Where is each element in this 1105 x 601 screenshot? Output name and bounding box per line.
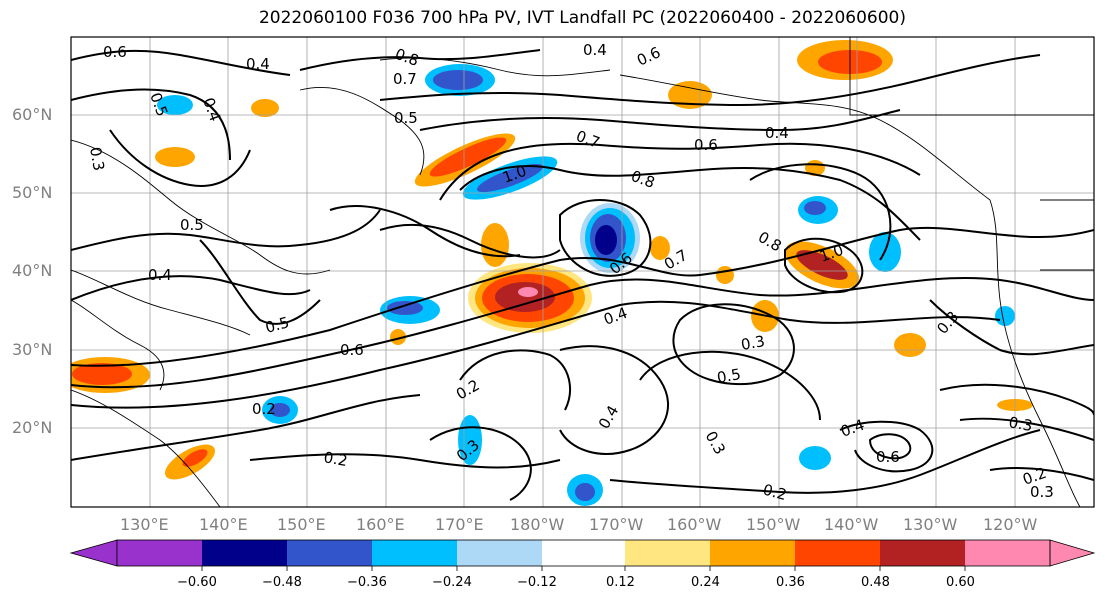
contour-label: 0.5 [263,313,291,337]
lon-label: 120°W [983,515,1038,534]
colorbar-tick-label: −0.48 [262,575,302,590]
contour-label: 0.6 [340,341,364,359]
lon-label: 140°W [824,515,879,534]
colorbar-tick-label: 0.12 [606,575,635,590]
lon-label: 170°E [435,515,484,534]
contour-label: 0.4 [583,41,607,59]
colorbar-tick-label: 0.48 [861,575,890,590]
lon-label: 130°W [903,515,958,534]
contour-label: 0.5 [180,216,204,234]
lat-label: 60°N [12,105,53,124]
lon-label: 140°E [199,515,248,534]
contour-label: 0.3 [740,332,767,354]
lon-label: 170°W [589,515,644,534]
colorbar-tick-label: 0.36 [776,575,805,590]
lat-label: 50°N [12,183,53,202]
contour-label: 0.5 [394,109,418,127]
lon-label: 150°W [746,515,801,534]
lon-label: 180°W [510,515,565,534]
colorbar [69,539,1096,571]
lat-label: 30°N [12,340,53,359]
contour-label: 0.2 [322,448,349,470]
lon-label: 150°E [277,515,326,534]
lon-label: 130°E [120,515,169,534]
contour-label: 0.4 [246,55,270,73]
colorbar-tick-label: −0.60 [177,575,217,590]
lat-label: 20°N [12,418,53,437]
lon-label: 160°E [356,515,405,534]
lat-label: 40°N [12,261,53,280]
coastlines [71,37,1094,507]
contour-label: 0.3 [1030,483,1054,501]
contour-label: 0.3 [1007,413,1034,435]
pv-contours [71,49,1094,501]
contour-label: 0.6 [876,448,900,466]
contour-label: 0.5 [716,365,743,387]
colorbar-tick-label: 0.24 [691,575,720,590]
colorbar-tick-label: 0.60 [946,575,975,590]
colorbar-tick-label: −0.12 [517,575,557,590]
contour-label: 0.4 [148,266,172,284]
colorbar-tick-label: −0.24 [432,575,472,590]
contour-label: 0.2 [761,480,789,504]
contour-label: 0.6 [103,43,127,61]
map-title: 2022060100 F036 700 hPa PV, IVT Landfall… [258,8,906,28]
contour-label: 0.4 [765,124,789,142]
lon-label: 160°W [667,515,722,534]
map-frame [70,36,1095,508]
contour-label: 0.7 [393,70,417,88]
contour-label: 0.6 [694,136,718,154]
contour-label: 0.2 [252,400,276,418]
contour-label: 0.3 [86,146,108,173]
colorbar-tick-label: −0.36 [347,575,387,590]
